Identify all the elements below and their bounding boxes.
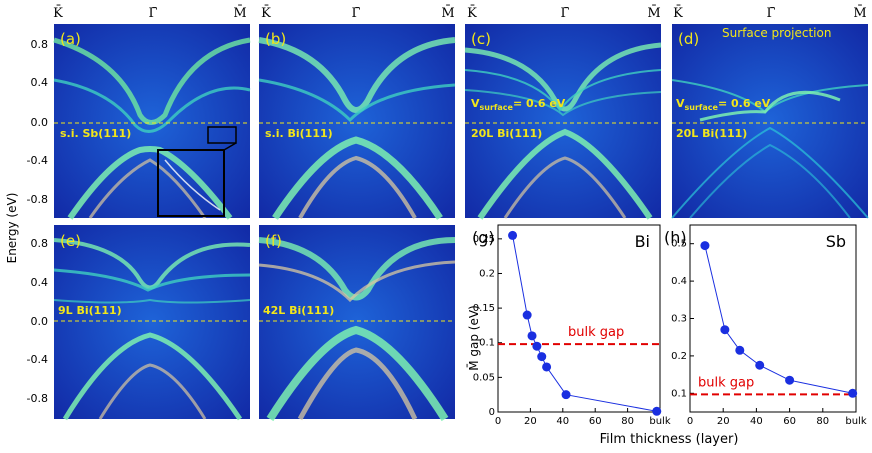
gap-plot-bi: 0 20 40 60 80 bulk 0 0.05 0.1 0.15 0.2 0.25 bulk gap… [472, 224, 671, 427]
plot-letter: (h) [664, 228, 687, 247]
x-tick-label: 40 [750, 416, 763, 427]
panel-letter-b: (b) [265, 30, 286, 48]
plot-material: Sb [826, 232, 846, 251]
gap-xlabel: Film thickness (layer) [600, 432, 739, 447]
y-tick-label: 0.1 [671, 388, 687, 399]
panel-letter-f: (f) [265, 232, 282, 250]
y-tick-label: 0.05 [473, 372, 495, 383]
energy-tick: 0.0 [31, 315, 49, 328]
kpoint-M-b: M̄ [441, 5, 454, 21]
plot-frame [497, 224, 661, 413]
band-panel-f: (f) 42L Bi(111) [258, 225, 456, 422]
x-tick-label: 0 [687, 416, 693, 427]
band-panel-c: (c) Vsurface= 0.6 eV 20L Bi(111) [464, 24, 662, 220]
vsurf-label-c: Vsurface= 0.6 eV [471, 97, 566, 112]
data-point [527, 331, 537, 341]
band-panel-d: (d) Surface projection Vsurface= 0.6 eV … [671, 24, 869, 219]
kpoint-K-b: K̄ [261, 5, 271, 21]
energy-tick: -0.8 [27, 392, 48, 405]
energy-tick: 0.8 [31, 38, 49, 51]
y-tick-label: 0.3 [671, 314, 687, 325]
data-point [785, 375, 795, 385]
plot-frame [689, 224, 857, 413]
band-panel-e: (e) 9L Bi(111) [53, 225, 251, 421]
x-tick-label: 60 [783, 416, 796, 427]
bulk-gap-label: bulk gap [568, 325, 624, 340]
data-point [720, 325, 730, 335]
kpoint-G-c: Γ̄ [560, 6, 569, 21]
x-tick-label: 80 [621, 416, 634, 427]
panel-letter-a: (a) [60, 30, 81, 48]
data-point [700, 241, 710, 251]
energy-tick: 0.0 [31, 116, 49, 129]
panel-label-d: 20L Bi(111) [676, 127, 747, 140]
y-tick-label: 0.2 [479, 268, 495, 279]
energy-tick: 0.8 [31, 237, 49, 250]
y-tick-label: 0.1 [479, 338, 495, 349]
panel-label-f: 42L Bi(111) [263, 304, 334, 317]
data-point [848, 388, 858, 398]
x-tick-label: 20 [524, 416, 537, 427]
panel-label-a: s.i. Sb(111) [60, 127, 131, 140]
energy-tick: -0.4 [27, 353, 48, 366]
panel-label-c: 20L Bi(111) [471, 127, 542, 140]
y-tick-label: 0.15 [473, 303, 495, 314]
kpoint-K-d: K̄ [673, 5, 683, 21]
energy-tick: -0.8 [27, 193, 48, 206]
kpoint-K-c: K̄ [467, 5, 477, 21]
kpoint-G-a: Γ̄ [148, 6, 157, 21]
y-tick-label: 0.5 [671, 239, 687, 250]
data-point [652, 406, 662, 416]
energy-axis-label: Energy (eV) [5, 193, 19, 264]
vsurf-label-d: Vsurface= 0.6 eV [676, 97, 771, 112]
energy-tick: 0.4 [31, 276, 49, 289]
kpoint-M-d: M̄ [853, 5, 866, 21]
panel-letter-e: (e) [60, 232, 81, 250]
series-line [704, 245, 853, 394]
x-tick-label: 40 [556, 416, 569, 427]
panel-label-b: s.i. Bi(111) [265, 127, 333, 140]
panel-label-e: 9L Bi(111) [58, 304, 122, 317]
x-tick-label: bulk [845, 416, 866, 427]
data-point [508, 230, 518, 240]
y-tick-label: 0.4 [671, 276, 687, 287]
data-point [735, 345, 745, 355]
kpoint-M-c: M̄ [647, 5, 660, 21]
x-tick-label: bulk [649, 416, 670, 427]
kpoint-G-d: Γ̄ [766, 6, 775, 21]
kpoint-M-a: M̄ [233, 5, 246, 21]
data-point [522, 310, 532, 320]
x-tick-label: 80 [816, 416, 829, 427]
gap-plot-sb: 0 20 40 60 80 bulk 0.1 0.2 0.3 0.4 0.5 bulk gap (h) S… [664, 224, 867, 427]
data-point [561, 390, 571, 400]
gap-ylabel: M̄ gap (eV) [467, 305, 481, 371]
band-panel-b: (b) s.i. Bi(111) [258, 24, 456, 220]
energy-ticks-bottom: 0.8 0.4 0.0 -0.4 -0.8 [27, 237, 48, 405]
panel-letter-c: (c) [471, 30, 491, 48]
x-tick-label: 20 [717, 416, 730, 427]
band-panel-a: (a) s.i. Sb(111) [53, 24, 251, 220]
kpoint-labels: K̄ Γ̄ M̄ K̄ Γ̄ M̄ K̄ Γ̄ M̄ K̄ Γ̄ M̄ [53, 5, 867, 21]
energy-tick: 0.4 [31, 76, 49, 89]
plot-material: Bi [635, 232, 650, 251]
kpoint-K-a: K̄ [53, 5, 63, 21]
energy-ticks-top: 0.8 0.4 0.0 -0.4 -0.8 [27, 38, 48, 206]
x-tick-label: 60 [589, 416, 602, 427]
data-point [537, 352, 547, 362]
y-tick-label: 0 [489, 407, 495, 418]
bulk-gap-label: bulk gap [698, 375, 754, 390]
panel-title-d: Surface projection [722, 26, 831, 40]
kpoint-G-b: Γ̄ [351, 6, 360, 21]
x-tick-label: 0 [495, 416, 501, 427]
y-tick-label: 0.2 [671, 351, 687, 362]
data-point [532, 341, 542, 351]
plot-letter: (g) [472, 228, 495, 247]
data-point [542, 362, 552, 372]
energy-tick: -0.4 [27, 154, 48, 167]
data-point [755, 360, 765, 370]
y-tick-label: 0.25 [473, 234, 495, 245]
panel-letter-d: (d) [678, 30, 699, 48]
